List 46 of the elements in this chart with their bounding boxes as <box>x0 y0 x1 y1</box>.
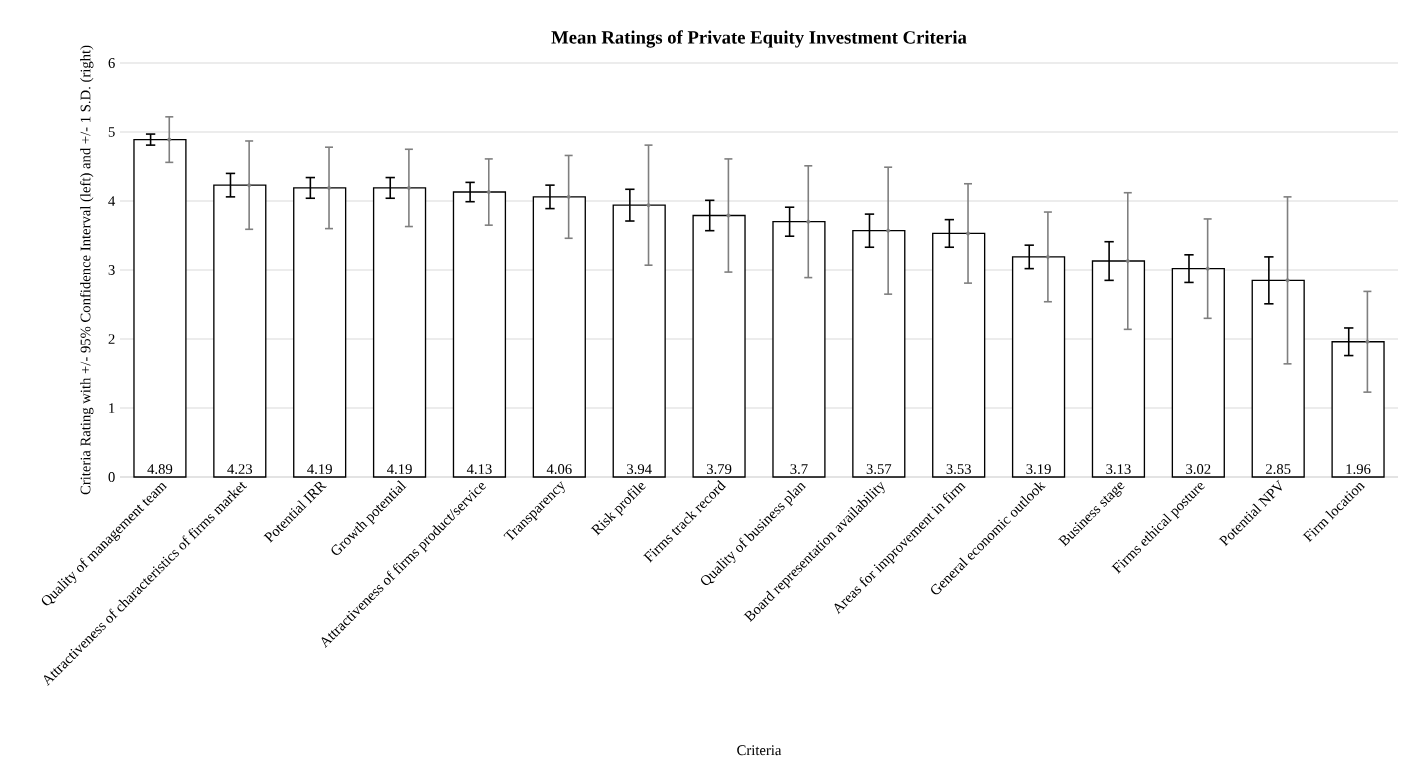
data-label: 3.7 <box>790 464 808 475</box>
y-tick-label: 2 <box>108 334 115 344</box>
y-tick-label: 1 <box>109 403 115 413</box>
point <box>247 183 252 188</box>
point <box>806 219 811 224</box>
point <box>646 203 651 208</box>
point <box>1365 339 1370 344</box>
point <box>1045 254 1050 259</box>
y-tick-label: 0 <box>108 472 115 482</box>
point <box>726 213 731 218</box>
data-label: 4.89 <box>147 464 173 475</box>
y-tick-label: 4 <box>108 196 116 206</box>
y-axis-title: Criteria Rating with +/- 95% Confidence Interval (left) and +/- 1 S.D. (right) <box>79 45 94 495</box>
point <box>886 228 891 233</box>
point <box>566 194 571 199</box>
bar <box>692 214 746 478</box>
bar <box>133 138 187 478</box>
y-tick-label: 5 <box>108 127 115 137</box>
y-tick-label: 6 <box>108 58 115 68</box>
bar <box>932 232 986 478</box>
data-label: 3.13 <box>1106 464 1131 475</box>
point <box>1205 266 1210 271</box>
data-label: 3.57 <box>866 464 892 475</box>
data-label: 4.23 <box>227 464 253 475</box>
data-label: 3.02 <box>1186 464 1211 475</box>
data-label: 3.79 <box>706 464 732 475</box>
point <box>966 231 971 236</box>
data-label: 4.06 <box>546 464 572 475</box>
point <box>1125 259 1130 264</box>
bar <box>1251 279 1305 478</box>
data-label: 3.94 <box>627 464 652 475</box>
point <box>486 190 491 195</box>
data-label: 4.19 <box>387 464 412 475</box>
point <box>406 185 411 190</box>
y-tick-label: 3 <box>108 265 115 275</box>
point <box>167 137 172 142</box>
data-label: 4.13 <box>466 464 492 475</box>
point <box>327 185 332 190</box>
data-label: 3.53 <box>946 464 971 475</box>
x-axis-title: Criteria <box>737 745 782 756</box>
chart-title: Mean Ratings of Private Equity Investment Criteria <box>551 30 967 48</box>
data-label: 1.96 <box>1346 464 1371 475</box>
data-label: 2.85 <box>1266 464 1291 475</box>
point <box>1285 278 1290 283</box>
data-label: 4.19 <box>307 464 332 475</box>
data-label: 3.19 <box>1026 464 1051 475</box>
